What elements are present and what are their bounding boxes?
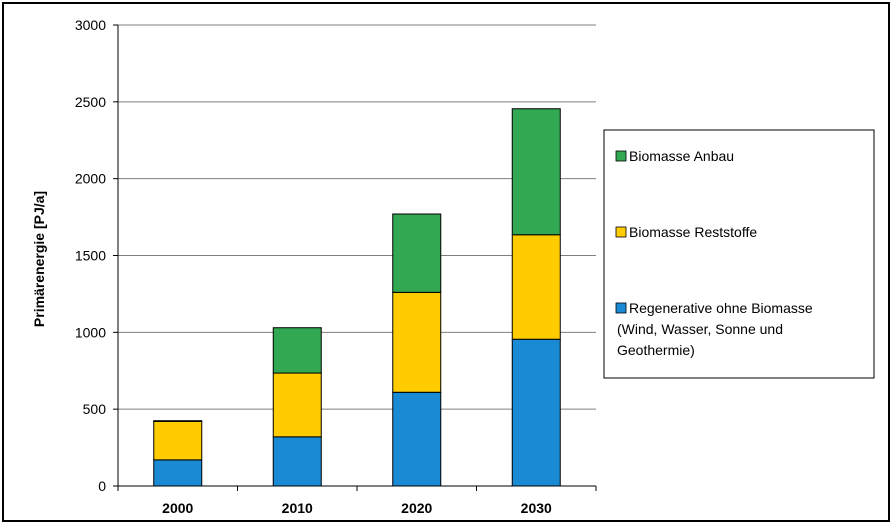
y-tick-label: 2000 [75, 171, 106, 187]
bar-segment [272, 372, 322, 438]
bar-segment [153, 420, 203, 461]
bar-segment [153, 420, 203, 422]
y-tick-label: 2500 [75, 94, 106, 110]
legend-swatch [615, 226, 627, 238]
bar-segment [272, 327, 322, 374]
y-tick-label: 1500 [75, 248, 106, 264]
y-tick-label: 3000 [75, 17, 106, 33]
axes: 0 500 1000 1500 2000 2500 3000 2000 2010 2020 2030 [75, 17, 597, 516]
x-tick-label: 2010 [282, 500, 313, 516]
y-tick-label: 500 [83, 401, 107, 417]
legend-label: Geothermie) [617, 342, 695, 358]
bar-segment [392, 213, 442, 293]
legend-label: Regenerative ohne Biomasse [629, 300, 813, 316]
legend-label: Biomasse Anbau [629, 148, 734, 164]
legend-swatch [615, 302, 627, 314]
bars [153, 108, 561, 487]
bar-segment [392, 291, 442, 393]
stacked-bar-chart: 0 500 1000 1500 2000 2500 3000 2000 2010 2020 2030… [31, 17, 875, 516]
x-tick-label: 2000 [162, 500, 193, 516]
legend-label: Biomasse Reststoffe [629, 224, 757, 240]
legend-box [603, 129, 875, 379]
bar-segment [272, 436, 322, 487]
x-tick-label: 2020 [401, 500, 432, 516]
legend-swatch [615, 150, 627, 162]
bar-segment [153, 459, 203, 487]
bar-segment [511, 234, 561, 340]
bar-segment [511, 338, 561, 487]
bar-segment [511, 108, 561, 236]
legend-label: (Wind, Wasser, Sonne und [617, 321, 783, 337]
y-tick-label: 1000 [75, 324, 106, 340]
y-axis-label: Primärenergie [PJ/a] [31, 191, 47, 327]
legend: Biomasse Anbau Biomasse Reststoffe Regener… [603, 129, 875, 379]
x-tick-label: 2030 [521, 500, 552, 516]
bar-segment [392, 391, 442, 487]
y-tick-label: 0 [98, 478, 106, 494]
